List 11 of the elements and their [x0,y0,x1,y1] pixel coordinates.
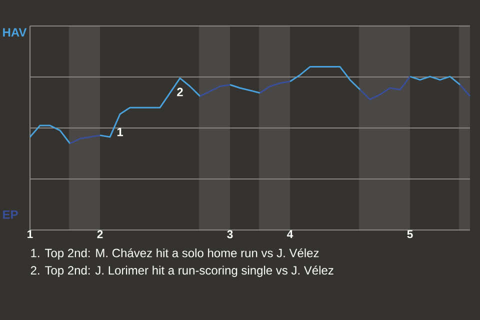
text: HAV [3,28,27,37]
x-tick-label: 5 [407,230,413,238]
text: 2. Top 2nd: J. Lorimer hit a run-scoring single vs J. Vélez [30,266,334,277]
x-tick-label: 4 [287,230,294,238]
x-tick-label: 1 [28,230,33,238]
text: 1. Top 2nd: M. Chávez hit a solo home run vs J. Vélez [31,248,319,260]
text: EP [3,210,18,219]
annotation: 2 [177,88,183,96]
annotation: 1 [117,128,123,136]
x-tick-label: 3 [227,230,233,238]
x-tick-label: 2 [97,230,103,238]
